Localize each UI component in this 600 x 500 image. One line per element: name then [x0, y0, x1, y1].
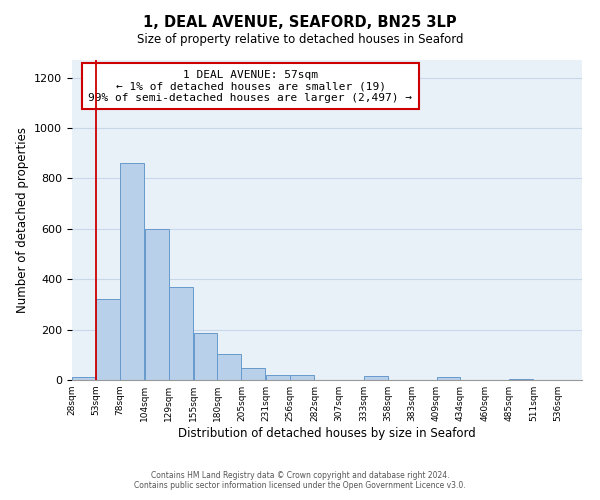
Bar	[96, 300, 120, 380]
Bar	[72, 378, 96, 380]
Bar	[120, 164, 144, 380]
Bar	[169, 287, 193, 380]
Bar	[217, 354, 241, 380]
Text: 1, DEAL AVENUE, SEAFORD, BN25 3LP: 1, DEAL AVENUE, SEAFORD, BN25 3LP	[143, 15, 457, 30]
Text: Size of property relative to detached houses in Seaford: Size of property relative to detached ho…	[137, 32, 463, 46]
Bar	[145, 229, 169, 380]
Bar	[266, 375, 290, 380]
Bar	[290, 375, 314, 380]
Y-axis label: Number of detached properties: Number of detached properties	[16, 127, 29, 313]
Text: Contains HM Land Registry data © Crown copyright and database right 2024.
Contai: Contains HM Land Registry data © Crown c…	[134, 470, 466, 490]
Bar	[364, 376, 388, 380]
X-axis label: Distribution of detached houses by size in Seaford: Distribution of detached houses by size …	[178, 427, 476, 440]
Bar	[509, 378, 533, 380]
Bar	[241, 368, 265, 380]
Bar	[437, 378, 460, 380]
Bar	[194, 334, 217, 380]
Text: 1 DEAL AVENUE: 57sqm
← 1% of detached houses are smaller (19)
99% of semi-detach: 1 DEAL AVENUE: 57sqm ← 1% of detached ho…	[89, 70, 413, 103]
